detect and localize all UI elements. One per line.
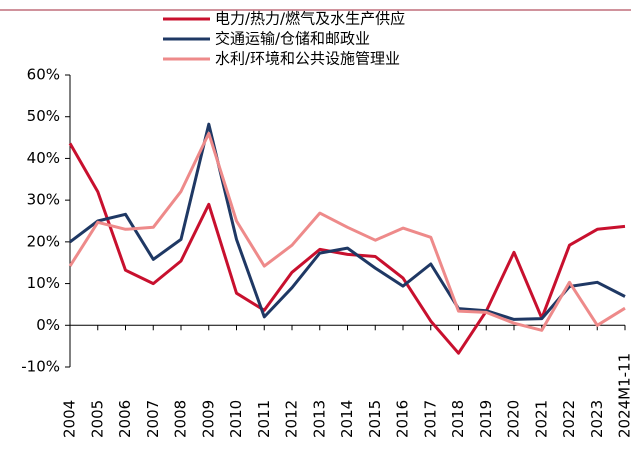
series-line <box>68 131 626 332</box>
x-tick-label: 2014 <box>338 400 356 438</box>
x-tick-label: 2012 <box>283 400 301 438</box>
x-tick-label: 2024M1-11 <box>616 353 631 438</box>
y-tick-label: 0% <box>36 316 60 334</box>
x-tick-label: 2015 <box>366 400 384 438</box>
x-tick-label: 2019 <box>477 400 495 438</box>
x-tick-label: 2008 <box>172 400 190 438</box>
x-tick-label: 2011 <box>255 400 273 438</box>
y-tick-label: 50% <box>27 107 60 125</box>
x-tick-label: 2017 <box>421 400 439 438</box>
legend-label: 水利/环境和公共设施管理业 <box>215 50 400 68</box>
x-tick-label: 2005 <box>88 400 106 438</box>
x-tick-label: 2018 <box>449 400 467 438</box>
x-tick-label: 2009 <box>199 400 217 438</box>
y-tick-label: -10% <box>21 358 60 376</box>
series-line <box>68 142 626 355</box>
x-tick-label: 2004 <box>61 400 79 438</box>
x-tick-label: 2016 <box>394 400 412 438</box>
x-tick-label: 2010 <box>227 400 245 438</box>
x-tick-label: 2022 <box>560 400 578 438</box>
x-tick-label: 2007 <box>144 400 162 438</box>
legend-label: 电力/热力/燃气及水生产供应 <box>215 10 405 28</box>
x-tick-label: 2013 <box>310 400 328 438</box>
y-tick-label: 60% <box>27 66 60 84</box>
y-tick-label: 30% <box>27 191 60 209</box>
y-tick-label: 20% <box>27 232 60 250</box>
x-tick-label: 2006 <box>116 400 134 438</box>
series-line <box>69 122 626 321</box>
x-tick-label: 2021 <box>532 400 550 438</box>
y-tick-label: 10% <box>27 274 60 292</box>
legend-label: 交通运输/仓储和邮政业 <box>215 30 370 48</box>
x-tick-label: 2020 <box>505 400 523 438</box>
y-tick-label: 40% <box>27 149 60 167</box>
x-tick-label: 2023 <box>588 400 606 438</box>
